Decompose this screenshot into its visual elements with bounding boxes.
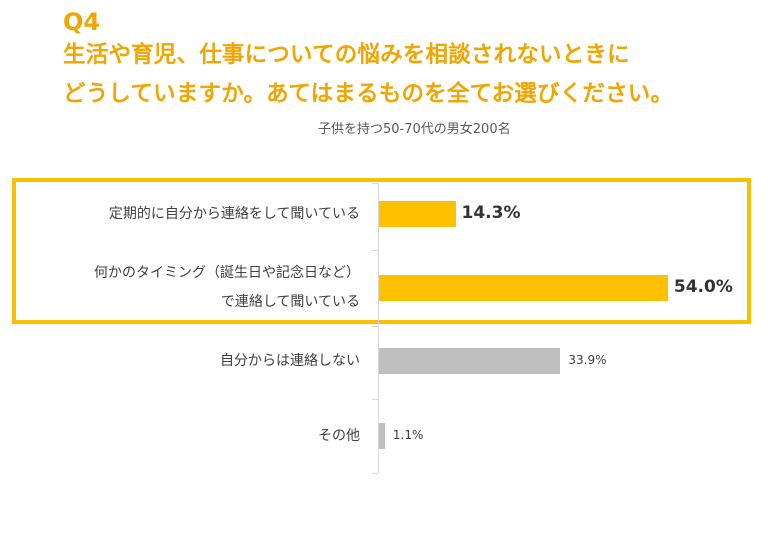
category-label: 自分からは連絡しない [220,350,360,372]
question-number: Q4 [63,8,101,36]
category-label: 何かのタイミング（誕生日や記念日など） で連絡して聞いている [94,259,360,317]
category-label-line: 自分からは連絡しない [220,353,360,369]
axis-tick [372,399,378,400]
category-label-line: 何かのタイミング（誕生日や記念日など） [94,265,360,281]
category-label-line: 定期的に自分から連絡をして聞いている [108,206,360,222]
category-label: 定期的に自分から連絡をして聞いている [109,203,360,225]
value-label: 1.1% [392,428,424,443]
bar [379,201,456,227]
question-text-line1: 生活や育児、仕事についての悩みを相談されないときに [63,42,630,68]
question-text-line2: どうしていますか。あてはまるものを全てお選びください。 [63,81,674,107]
bar [379,348,561,374]
axis-tick [372,183,378,184]
axis-tick [372,326,378,327]
category-label-line: で連絡して聞いている [220,294,360,310]
category-axis-line [378,183,379,473]
category-label-line: その他 [318,428,360,444]
bar [379,275,668,301]
highlight-box [12,178,751,324]
respondents-note: 子供を持つ50-70代の男女200名 [318,122,511,137]
value-label: 33.9% [568,353,607,368]
axis-tick [372,250,378,251]
bar [379,423,385,449]
value-label: 14.3% [461,202,521,223]
value-label: 54.0% [673,276,733,297]
category-label: その他 [318,425,360,447]
axis-tick [372,473,378,474]
